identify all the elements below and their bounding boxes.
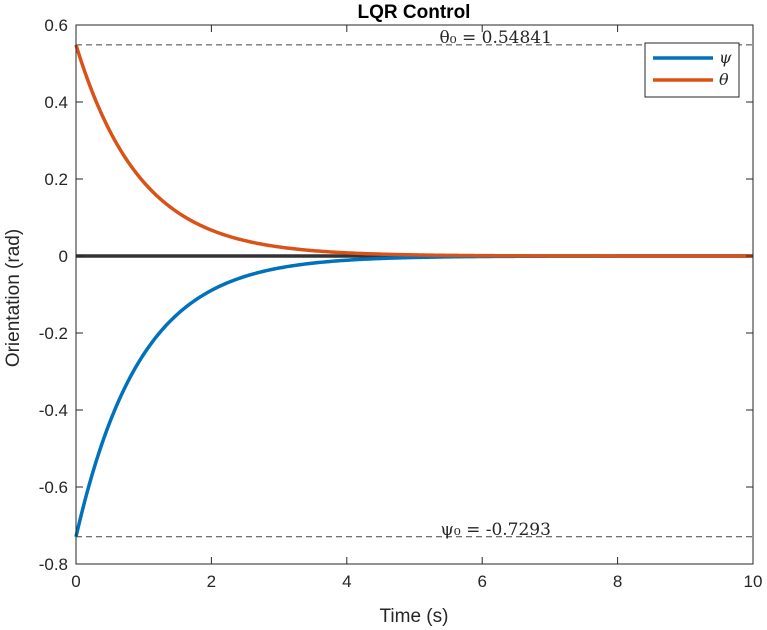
series-line [74,44,753,258]
x-tick-label: 10 [744,572,763,591]
y-tick-label: 0.2 [44,170,68,189]
y-tick-label: -0.6 [39,478,68,497]
y-axis-label: Orientation (rad) [3,229,24,367]
x-tick-label: 8 [613,572,622,591]
x-axis-label: Time (s) [380,606,449,627]
y-tick-label: -0.8 [39,555,68,574]
x-tick-label: 0 [71,572,80,591]
legend-label: ψ [719,48,732,67]
series-line [74,254,753,538]
x-axis: 0 2 4 6 8 10 [71,25,762,591]
legend: ψθ [644,42,740,98]
y-tick-label: -0.2 [39,324,68,343]
legend-box [644,42,740,98]
x-tick-label: 4 [342,572,351,591]
y-tick-label: 0.6 [44,16,68,35]
x-tick-label: 2 [207,572,216,591]
axes-box [75,24,754,565]
reference-annotation: ψ₀ = -0.7293 [441,520,551,540]
y-tick-label: 0.4 [44,93,68,112]
y-tick-label: 0 [59,247,68,266]
x-tick-label: 6 [477,572,486,591]
plot-area: θ₀ = 0.54841 ψ₀ = -0.7293 [74,24,754,565]
legend-label: θ [719,70,729,89]
chart-title: LQR Control [358,2,471,23]
reference-annotation: θ₀ = 0.54841 [440,28,552,48]
y-axis: -0.8 -0.6 -0.4 -0.2 0 0.2 0.4 0.6 [39,16,753,574]
y-tick-label: -0.4 [39,401,68,420]
